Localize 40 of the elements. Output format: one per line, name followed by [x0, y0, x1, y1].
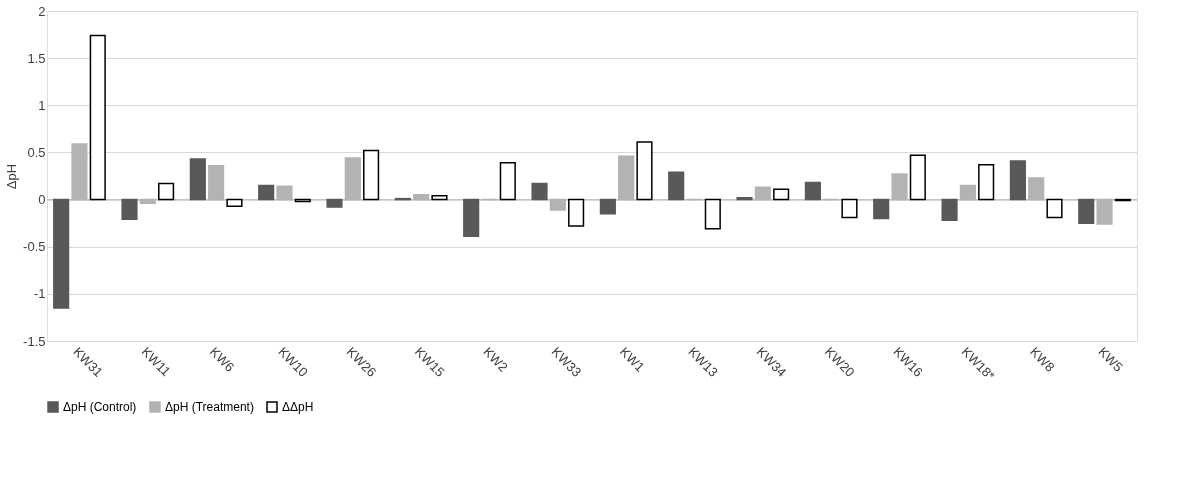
bar [1046, 198, 1063, 219]
legend-label: ΔΔpH [282, 400, 314, 414]
y-tick-label: 1.5 [27, 50, 46, 66]
bar [89, 34, 106, 201]
legend-label: ΔpH (Treatment) [165, 400, 254, 414]
bar [363, 149, 380, 201]
bar [499, 162, 516, 201]
bar [909, 154, 926, 201]
bar [636, 141, 653, 201]
bar [463, 198, 480, 238]
y-tick-label: -1.5 [23, 333, 46, 349]
bar [841, 198, 858, 219]
bar [326, 198, 343, 208]
bar [53, 198, 70, 309]
bar [978, 163, 995, 201]
bar [704, 198, 721, 230]
y-tick-label: 0.5 [27, 144, 46, 160]
bar [568, 198, 585, 227]
y-tick-label: 1 [38, 97, 46, 113]
bar [431, 195, 448, 201]
y-tick-label: -1 [33, 286, 46, 302]
bar [668, 171, 685, 201]
bar [873, 198, 890, 220]
y-tick-label: 0 [38, 192, 46, 208]
bar [226, 198, 243, 207]
bar [941, 198, 958, 222]
bar [121, 198, 138, 221]
bar [531, 182, 548, 201]
y-tick-label: 2 [38, 3, 46, 19]
bar [189, 158, 206, 201]
bar [258, 184, 275, 201]
bar [773, 188, 790, 201]
bar [158, 182, 175, 201]
legend-label: ΔpH (Control) [63, 400, 137, 414]
y-tick-label: -0.5 [23, 239, 46, 255]
bar [1078, 198, 1095, 224]
y-axis-title: ΔpH [4, 163, 20, 190]
bar [804, 181, 821, 201]
bar [599, 198, 616, 215]
bar [1009, 160, 1026, 201]
